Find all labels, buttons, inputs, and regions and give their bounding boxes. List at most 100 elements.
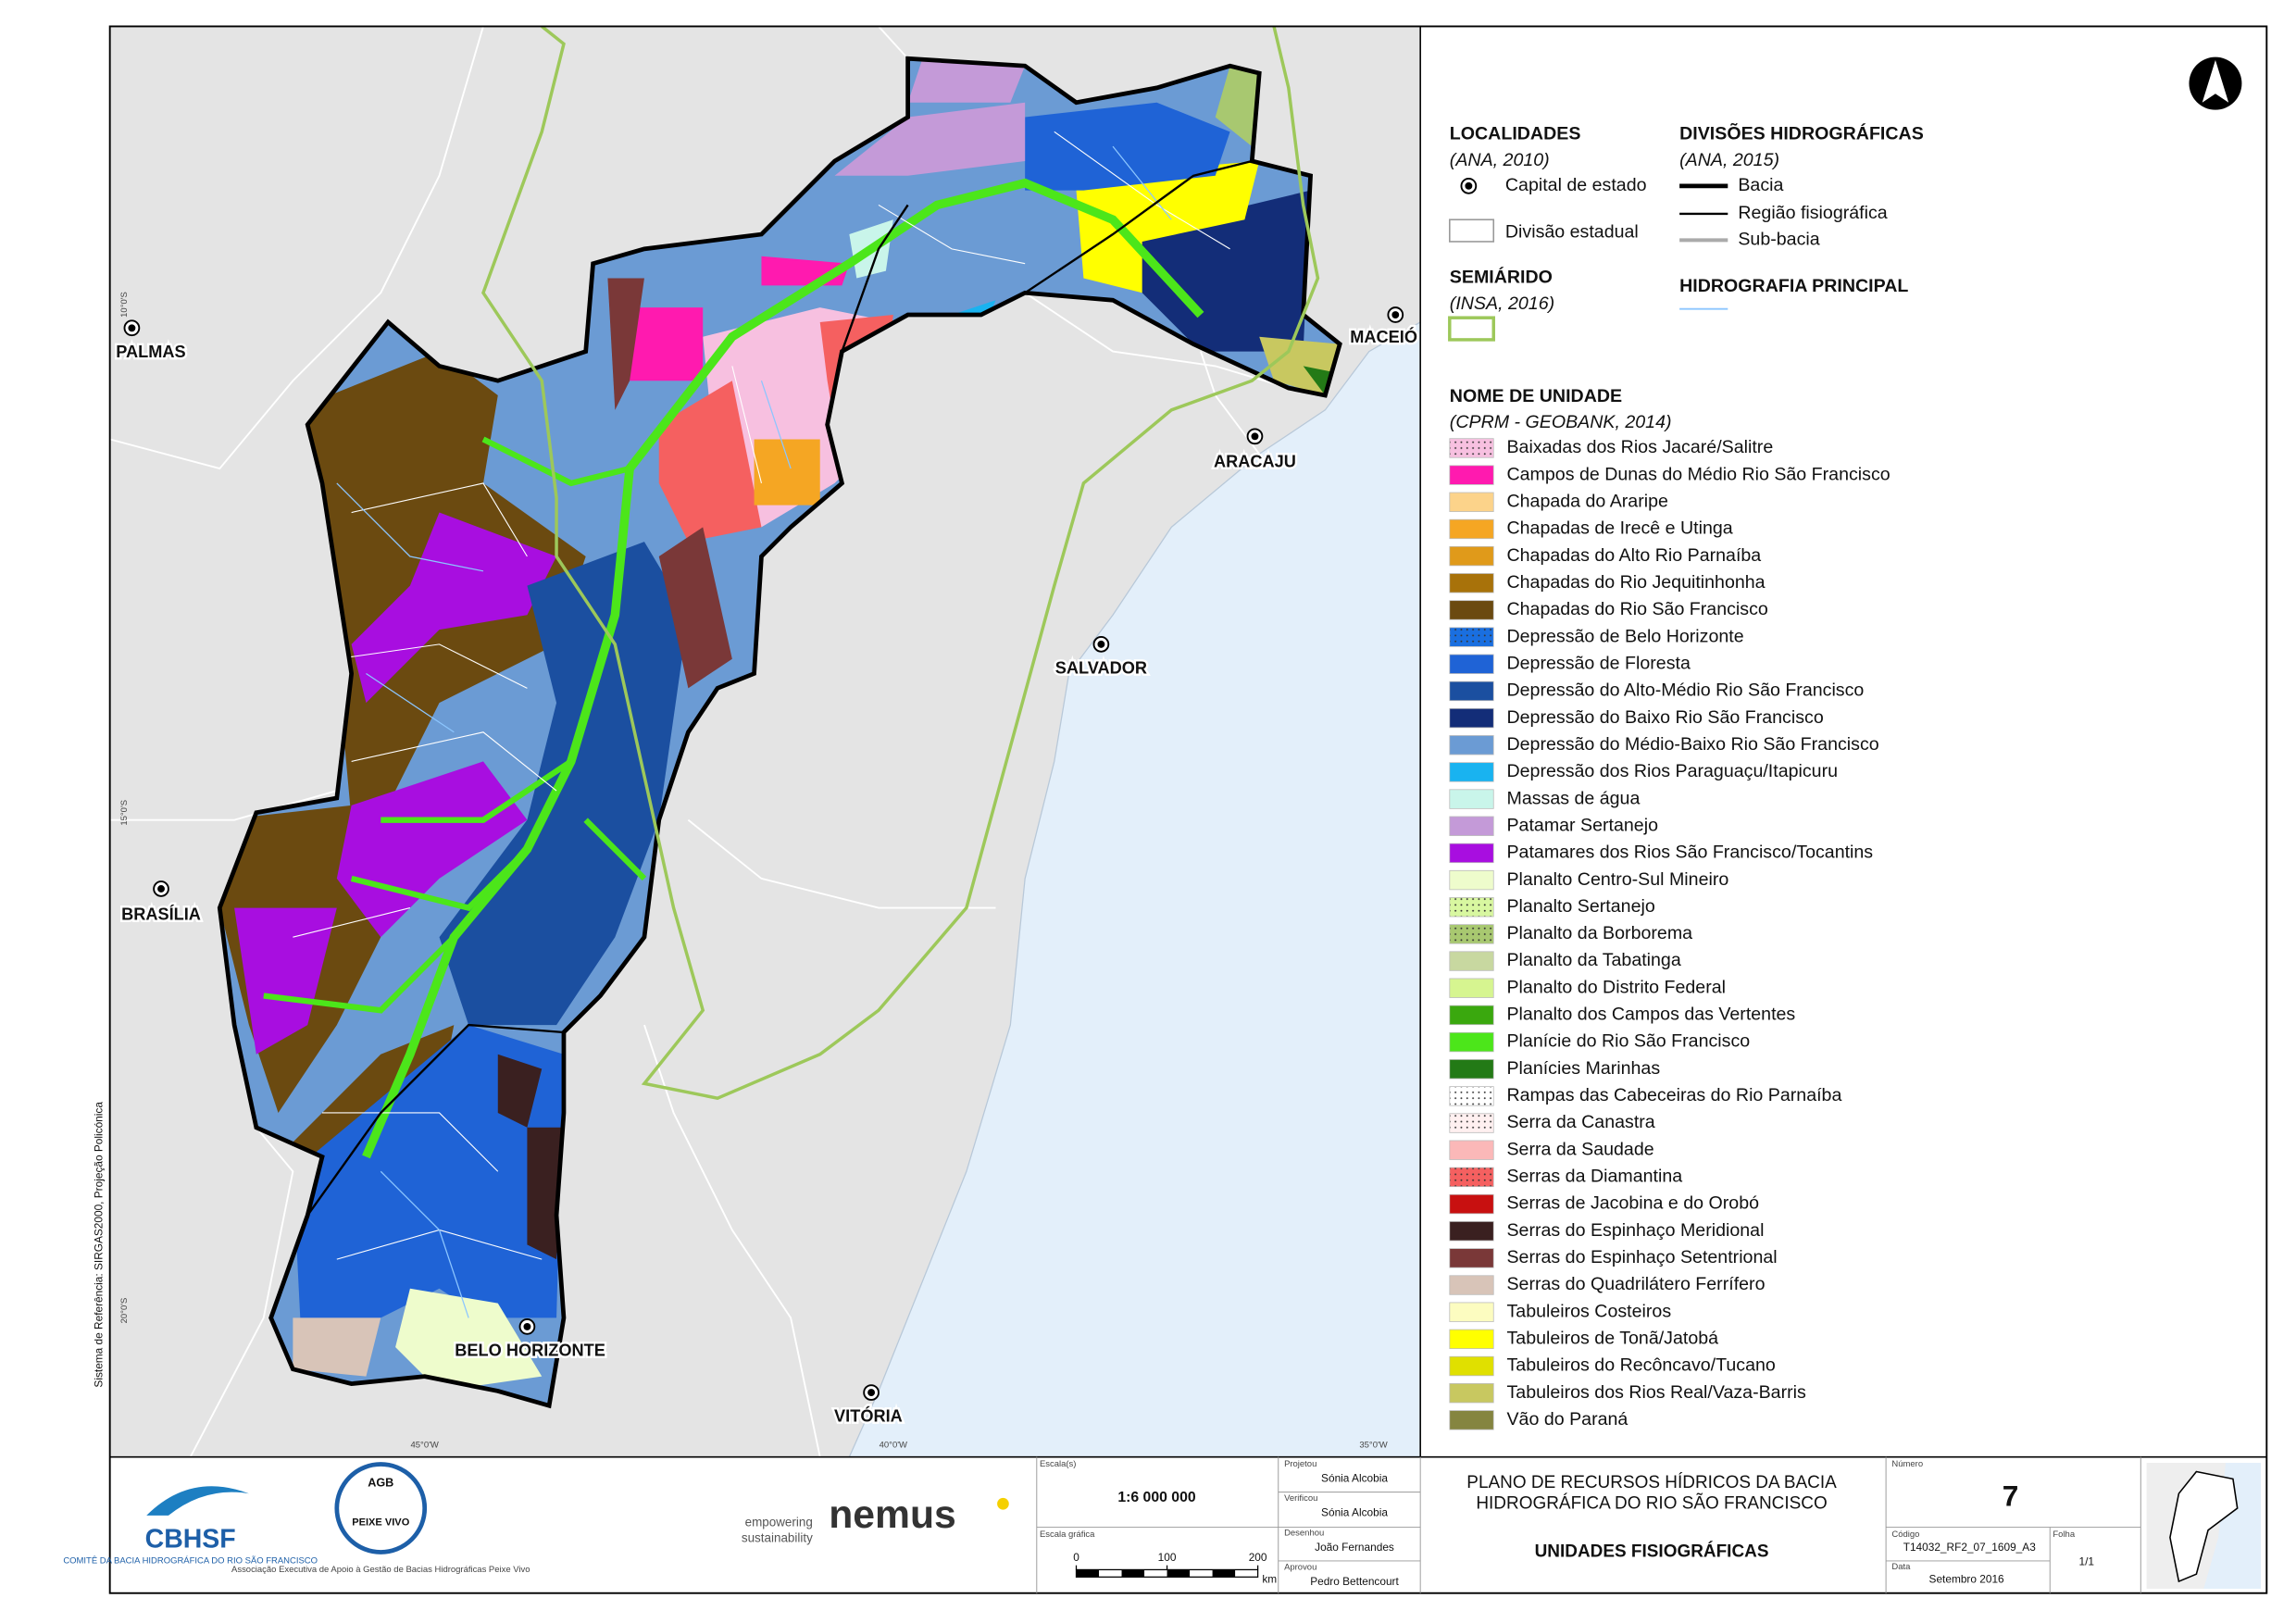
legend-item: Serras do Quadrilátero Ferrífero bbox=[1506, 1274, 1765, 1294]
signoff: Projetou Sónia Alcobia Verificou Sónia Alco… bbox=[1284, 1459, 1399, 1588]
legend-swatch bbox=[1449, 897, 1494, 918]
legend-item: Massas de água bbox=[1506, 788, 1640, 808]
legend-swatch bbox=[1449, 518, 1494, 540]
city-dot bbox=[128, 324, 136, 332]
code-value: T14032_RF2_07_1609_A3 bbox=[1903, 1541, 2036, 1554]
legend-swatch bbox=[1449, 680, 1494, 702]
legend-swatch bbox=[1449, 1410, 1494, 1430]
legend-item: Tabuleiros do Recôncavo/Tucano bbox=[1506, 1355, 1775, 1376]
sheet-label: Folha bbox=[2053, 1529, 2075, 1540]
legend-item: Depressão do Médio-Baixo Rio São Francis… bbox=[1506, 734, 1878, 755]
legend-item: Baixadas dos Rios Jacaré/Salitre bbox=[1506, 437, 1773, 457]
north-arrow bbox=[2189, 56, 2242, 110]
semiarid-outline bbox=[481, 26, 1320, 1100]
sheet-value: 1/1 bbox=[2079, 1555, 2095, 1568]
graticule-label: 35°0'W bbox=[1359, 1440, 1387, 1450]
scale-tick-label: 100 bbox=[1158, 1551, 1177, 1564]
legend-item: Planalto do Distrito Federal bbox=[1506, 977, 1726, 997]
signoff-name: Sónia Alcobia bbox=[1321, 1472, 1388, 1485]
legend-swatch bbox=[1449, 573, 1494, 593]
legend-swatch bbox=[1449, 465, 1494, 485]
inset-map bbox=[2146, 1462, 2261, 1589]
scale-graphic-label: Escala gráfica bbox=[1040, 1529, 1095, 1540]
sheet-title: HIDROGRÁFICA DO RIO SÃO FRANCISCO bbox=[1476, 1492, 1827, 1513]
scale-bar-segment bbox=[1121, 1569, 1145, 1578]
legend-item: Patamar Sertanejo bbox=[1506, 815, 1658, 835]
legend-swatch bbox=[1449, 707, 1494, 729]
date-value: Setembro 2016 bbox=[1929, 1573, 2004, 1586]
sheet-title: PLANO DE RECURSOS HÍDRICOS DA BACIA bbox=[1466, 1473, 1837, 1492]
legend-swatch bbox=[1449, 438, 1494, 458]
number-label: Número bbox=[1891, 1459, 1923, 1469]
signoff-role: Projetou bbox=[1284, 1459, 1316, 1469]
scale-label: Escala(s) bbox=[1040, 1459, 1076, 1469]
legend-swatch bbox=[1449, 1113, 1494, 1133]
city-dot bbox=[1251, 432, 1259, 441]
legend-swatch bbox=[1449, 654, 1494, 674]
scale-tick-label: 0 bbox=[1073, 1551, 1079, 1564]
number-value: 7 bbox=[2003, 1479, 2019, 1512]
legend-item: Planalto Sertanejo bbox=[1506, 896, 1654, 917]
legend-item: Planalto da Tabatinga bbox=[1506, 950, 1680, 970]
legend-item: Depressão do Baixo Rio São Francisco bbox=[1506, 707, 1823, 728]
city-dot bbox=[867, 1389, 876, 1397]
legend-swatch bbox=[1449, 545, 1494, 567]
crs-note: Sistema de Referência: SIRGAS2000, Proje… bbox=[93, 1102, 106, 1388]
legend-item: Serras do Espinhaço Setentrional bbox=[1506, 1247, 1777, 1267]
legend-item: Rampas das Cabeceiras do Rio Parnaíba bbox=[1506, 1085, 1841, 1105]
agb-logo bbox=[334, 1462, 428, 1554]
cbhsf-name: CBHSF bbox=[145, 1524, 236, 1554]
legend-swatch bbox=[1449, 843, 1494, 864]
map: PALMAS BRASÍLIA BELO HORIZONTE VITÓRIA SALVA… bbox=[109, 26, 1421, 1457]
graticule-label: 10°0'S bbox=[119, 292, 130, 318]
legend-title: HIDROGRAFIA PRINCIPAL bbox=[1679, 276, 1908, 296]
legend-swatch bbox=[1449, 1355, 1494, 1377]
footer: CBHSF COMITÊ DA BACIA HIDROGRÁFICA DO RI… bbox=[63, 1456, 2261, 1593]
legend-swatch bbox=[1449, 789, 1494, 809]
graticule-label: 40°0'W bbox=[880, 1440, 907, 1450]
nemus-name: nemus bbox=[829, 1492, 956, 1537]
state-borders bbox=[109, 26, 1290, 1457]
legend-swatch bbox=[1449, 1275, 1494, 1295]
city-dot bbox=[523, 1322, 531, 1330]
legend-swatch bbox=[1449, 627, 1494, 647]
legend-swatch bbox=[1449, 600, 1494, 620]
scale-bar-segment bbox=[1167, 1569, 1191, 1578]
signoff-name: Pedro Bettencourt bbox=[1310, 1575, 1399, 1588]
legend-item: Bacia bbox=[1738, 175, 1783, 195]
legend-source: (INSA, 2016) bbox=[1450, 293, 1554, 314]
capital-symbol-dot bbox=[1465, 181, 1473, 190]
legend-item: Depressão de Floresta bbox=[1506, 653, 1690, 673]
agb-subtitle: Associação Executiva de Apoio à Gestão d… bbox=[231, 1565, 530, 1575]
signoff-role: Desenhou bbox=[1284, 1528, 1324, 1538]
unit-legend: Baixadas dos Rios Jacaré/Salitre Campos d… bbox=[1449, 437, 1890, 1430]
sheet-frame bbox=[108, 25, 2268, 1594]
legend-swatch bbox=[1449, 978, 1494, 998]
legend-swatch bbox=[1449, 1302, 1494, 1322]
scale-tick-label: 200 bbox=[1249, 1551, 1267, 1564]
legend-item: Chapada do Araripe bbox=[1506, 491, 1668, 511]
legend-swatch bbox=[1449, 1248, 1494, 1268]
cbhsf-logo bbox=[146, 1486, 249, 1516]
legend-item: Planícies Marinhas bbox=[1506, 1058, 1660, 1079]
city-label: BRASÍLIA bbox=[121, 904, 201, 923]
legend-item: Chapadas do Alto Rio Parnaíba bbox=[1506, 545, 1761, 566]
region-boundaries bbox=[306, 159, 1253, 1217]
code-label: Código bbox=[1891, 1529, 1919, 1540]
legend-item: Planalto Centro-Sul Mineiro bbox=[1506, 869, 1728, 890]
legend-item: Patamares dos Rios São Francisco/Tocanti… bbox=[1506, 843, 1873, 863]
legend-item: Tabuleiros de Tonã/Jatobá bbox=[1506, 1329, 1718, 1349]
legend-source: (CPRM - GEOBANK, 2014) bbox=[1450, 412, 1672, 432]
legend-swatch bbox=[1449, 762, 1494, 782]
city-label: SALVADOR bbox=[1055, 659, 1147, 678]
legend-item: Planície do Rio São Francisco bbox=[1506, 1031, 1750, 1052]
footer-grid bbox=[1036, 1456, 2141, 1593]
city-label: PALMAS bbox=[116, 343, 185, 361]
legend-item: Depressão de Belo Horizonte bbox=[1506, 626, 1743, 646]
ocean bbox=[848, 321, 1421, 1457]
legend-item: Campos de Dunas do Médio Rio São Francis… bbox=[1506, 464, 1890, 484]
city-dot bbox=[1391, 311, 1400, 318]
legend-swatch bbox=[1449, 1031, 1494, 1053]
